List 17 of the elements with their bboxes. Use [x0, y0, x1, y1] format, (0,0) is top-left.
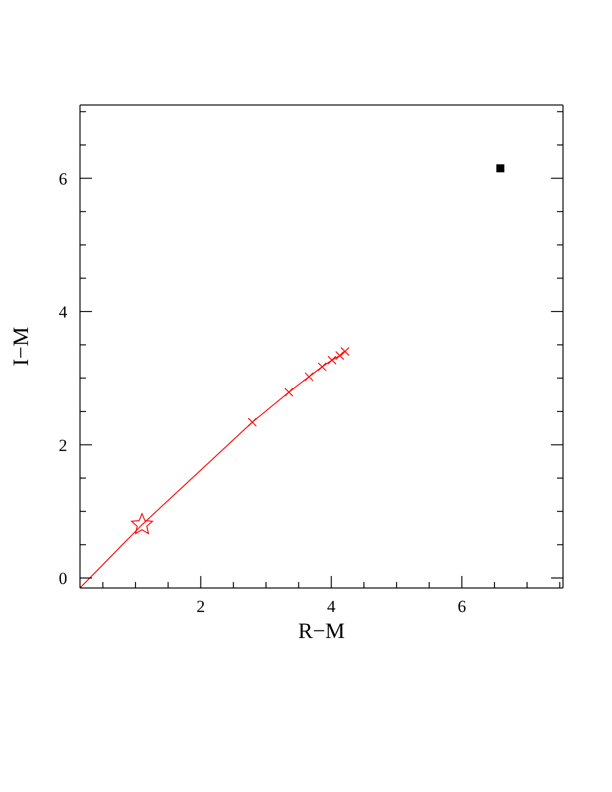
point [496, 164, 504, 172]
y-tick-label: 2 [58, 436, 68, 455]
x-tick-label: 2 [196, 597, 205, 616]
point [340, 346, 350, 356]
point [318, 362, 327, 372]
y-tick-label: 6 [58, 169, 68, 188]
x-axis-title: R−M [298, 618, 345, 643]
point [304, 372, 314, 382]
point [284, 388, 294, 397]
point [248, 418, 257, 427]
point [327, 356, 336, 365]
y-axis-title: I−M [8, 326, 33, 366]
x-tick-label: 6 [458, 597, 466, 616]
point [131, 513, 153, 534]
y-tick-label: 4 [58, 302, 68, 322]
x-tick-label: 4 [327, 597, 336, 616]
y-tick-label: 0 [58, 569, 68, 588]
